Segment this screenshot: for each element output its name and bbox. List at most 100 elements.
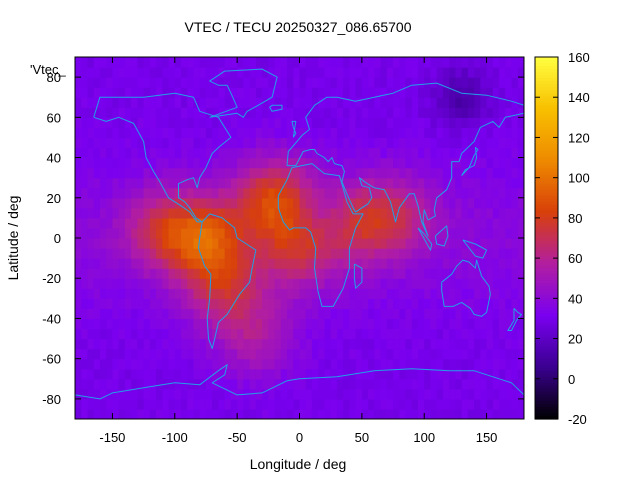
- heatmap-cell: [305, 137, 313, 149]
- heatmap-cell: [424, 368, 432, 380]
- heatmap-cell: [218, 87, 226, 98]
- heatmap-cell: [492, 107, 500, 118]
- heatmap-cell: [143, 368, 151, 380]
- heatmap-cell: [417, 167, 425, 179]
- heatmap-cell: [474, 177, 481, 189]
- heatmap-cell: [218, 398, 226, 410]
- heatmap-cell: [411, 137, 419, 149]
- heatmap-cell: [243, 77, 251, 88]
- heatmap-cell: [262, 258, 269, 269]
- heatmap-cell: [411, 67, 419, 78]
- heatmap-cell: [311, 298, 319, 309]
- heatmap-cell: [505, 197, 513, 209]
- heatmap-cell: [99, 368, 107, 380]
- heatmap-cell: [405, 348, 413, 360]
- heatmap-cell: [480, 167, 488, 179]
- heatmap-cell: [199, 57, 207, 68]
- heatmap-cell: [193, 137, 201, 149]
- coastline-path: [461, 147, 479, 177]
- heatmap-cell: [137, 67, 145, 78]
- heatmap-cell: [299, 328, 307, 340]
- heatmap-cell: [399, 328, 407, 340]
- heatmap-cell: [75, 308, 82, 320]
- heatmap-cell: [299, 308, 307, 320]
- heatmap-cell: [424, 308, 432, 320]
- heatmap-cell: [87, 318, 95, 330]
- heatmap-cell: [187, 258, 195, 269]
- heatmap-cell: [311, 328, 319, 340]
- heatmap-cell: [131, 338, 138, 350]
- heatmap-cell: [442, 348, 450, 360]
- colorbar-strip: [535, 361, 558, 366]
- heatmap-cell: [417, 217, 425, 229]
- heatmap-cell: [499, 398, 506, 410]
- heatmap-cell: [399, 248, 407, 259]
- heatmap-cell: [93, 378, 101, 390]
- heatmap-cell: [237, 167, 244, 179]
- heatmap-cell: [449, 127, 457, 139]
- heatmap-cell: [137, 57, 145, 68]
- heatmap-cell: [224, 207, 232, 219]
- heatmap-cell: [330, 268, 338, 279]
- heatmap-cell: [380, 288, 388, 299]
- heatmap-cell: [274, 177, 282, 189]
- colorbar-strip: [535, 210, 558, 215]
- heatmap-cell: [99, 197, 107, 209]
- heatmap-cell: [106, 248, 114, 259]
- heatmap-cell: [336, 308, 344, 320]
- heatmap-cell: [405, 127, 413, 139]
- heatmap-cell: [374, 107, 382, 118]
- heatmap-cell: [486, 388, 494, 400]
- heatmap-cell: [149, 137, 157, 149]
- heatmap-cell: [305, 147, 313, 159]
- heatmap-cell: [249, 147, 257, 159]
- heatmap-cell: [199, 157, 207, 169]
- heatmap-cell: [492, 338, 500, 350]
- heatmap-cell: [87, 227, 95, 239]
- heatmap-cell: [212, 388, 220, 400]
- heatmap-cell: [374, 268, 382, 279]
- heatmap-cell: [442, 388, 450, 400]
- heatmap-cell: [87, 328, 95, 340]
- heatmap-cell: [299, 127, 307, 139]
- heatmap-cell: [380, 398, 388, 410]
- heatmap-cell: [243, 147, 251, 159]
- heatmap-cell: [193, 348, 201, 360]
- heatmap-cell: [249, 117, 257, 128]
- heatmap-cell: [81, 207, 89, 219]
- heatmap-cell: [361, 97, 369, 108]
- heatmap-cell: [430, 338, 438, 350]
- heatmap-cell: [287, 378, 294, 390]
- heatmap-cell: [131, 207, 138, 219]
- heatmap-cell: [75, 87, 82, 98]
- heatmap-cell: [467, 258, 475, 269]
- heatmap-cell: [187, 157, 195, 169]
- heatmap-cell: [505, 187, 513, 199]
- heatmap-cell: [430, 388, 438, 400]
- heatmap-cell: [330, 77, 338, 88]
- heatmap-cell: [143, 388, 151, 400]
- heatmap-cell: [87, 97, 95, 108]
- heatmap-cell: [255, 217, 263, 229]
- heatmap-cell: [81, 268, 89, 279]
- heatmap-cell: [112, 77, 120, 88]
- heatmap-cell: [336, 328, 344, 340]
- heatmap-cell: [237, 117, 244, 128]
- heatmap-cell: [99, 187, 107, 199]
- heatmap-cell: [324, 177, 332, 189]
- colorbar-strip: [535, 280, 558, 284]
- heatmap-cell: [237, 378, 244, 390]
- heatmap-cell: [349, 147, 357, 159]
- heatmap-cell: [330, 217, 338, 229]
- heatmap-cell: [118, 268, 126, 279]
- heatmap-cell: [486, 197, 494, 209]
- heatmap-cell: [243, 207, 251, 219]
- heatmap-cell: [442, 97, 450, 108]
- heatmap-cell: [99, 87, 107, 98]
- heatmap-cell: [318, 238, 326, 249]
- heatmap-cell: [442, 408, 450, 419]
- heatmap-cell: [411, 238, 419, 249]
- heatmap-cell: [199, 308, 207, 320]
- heatmap-cell: [262, 288, 269, 299]
- heatmap-cell: [118, 278, 126, 289]
